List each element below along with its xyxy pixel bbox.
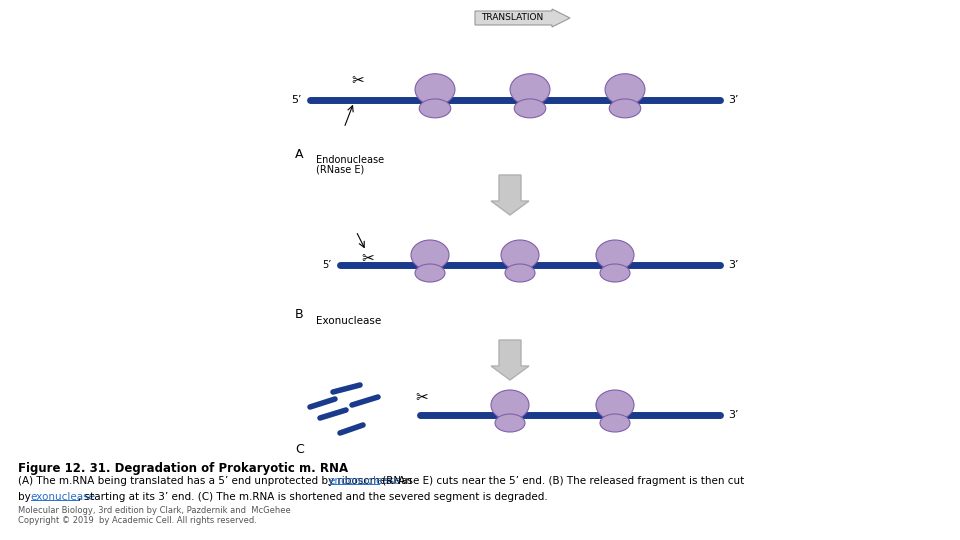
Ellipse shape — [501, 240, 539, 270]
Ellipse shape — [515, 99, 545, 118]
Ellipse shape — [596, 390, 634, 420]
Ellipse shape — [510, 74, 550, 105]
Ellipse shape — [420, 99, 451, 118]
Ellipse shape — [605, 74, 645, 105]
Text: , starting at its 3’ end. (C) The m.RNA is shortened and the severed segment is : , starting at its 3’ end. (C) The m.RNA … — [78, 492, 547, 502]
Text: ✂: ✂ — [362, 252, 374, 267]
FancyArrow shape — [475, 9, 570, 27]
Ellipse shape — [596, 240, 634, 270]
Ellipse shape — [600, 414, 630, 432]
Text: C: C — [295, 443, 303, 456]
Text: endonuclease: endonuclease — [328, 476, 401, 486]
Text: ✂: ✂ — [351, 73, 365, 88]
Text: 3’: 3’ — [728, 260, 738, 270]
Text: TRANSLATION: TRANSLATION — [481, 14, 543, 23]
Text: Exonuclease: Exonuclease — [316, 316, 381, 326]
Text: ✂: ✂ — [416, 390, 428, 405]
Text: Figure 12. 31. Degradation of Prokaryotic m. RNA: Figure 12. 31. Degradation of Prokaryoti… — [18, 462, 348, 475]
Text: Endonuclease: Endonuclease — [316, 155, 384, 165]
Text: 3’: 3’ — [728, 95, 738, 105]
Ellipse shape — [495, 414, 525, 432]
Text: Molecular Biology, 3rd edition by Clark, Pazdernik and  McGehee
Copyright © 2019: Molecular Biology, 3rd edition by Clark,… — [18, 506, 291, 525]
Ellipse shape — [505, 264, 535, 282]
Ellipse shape — [415, 74, 455, 105]
Ellipse shape — [600, 264, 630, 282]
Text: by: by — [18, 492, 34, 502]
Text: (RNase E) cuts near the 5’ end. (B) The released fragment is then cut: (RNase E) cuts near the 5’ end. (B) The … — [379, 476, 745, 486]
Ellipse shape — [491, 390, 529, 420]
Ellipse shape — [610, 99, 640, 118]
Text: B: B — [295, 308, 303, 321]
Text: exonuclease: exonuclease — [31, 492, 96, 502]
Text: (A) The m.RNA being translated has a 5’ end unprotected by ribosomes. An: (A) The m.RNA being translated has a 5’ … — [18, 476, 416, 486]
Ellipse shape — [415, 264, 445, 282]
Ellipse shape — [411, 240, 449, 270]
Text: (RNase E): (RNase E) — [316, 165, 364, 175]
Text: 3’: 3’ — [728, 410, 738, 420]
FancyArrow shape — [491, 175, 529, 215]
Text: A: A — [295, 148, 303, 161]
Text: 5’: 5’ — [323, 260, 332, 270]
FancyArrow shape — [491, 340, 529, 380]
Text: 5’: 5’ — [292, 95, 302, 105]
